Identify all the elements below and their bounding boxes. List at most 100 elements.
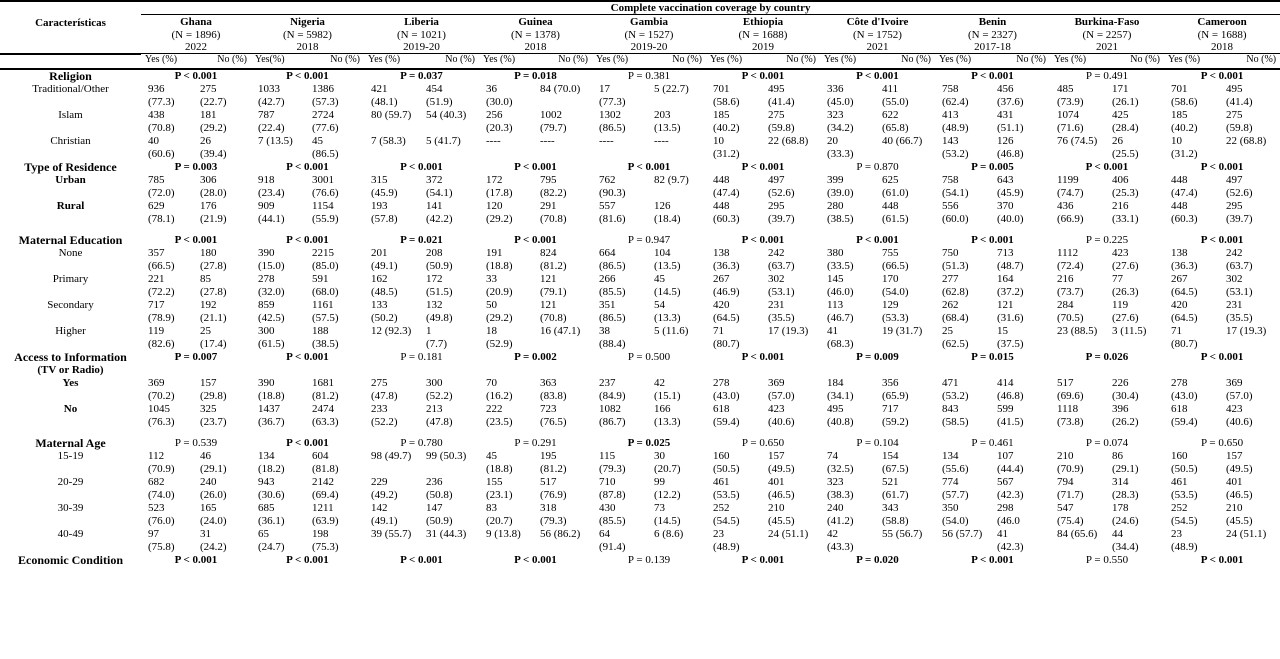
yes-cell: (69.6) [1057,389,1084,402]
no-cell: 517 [540,475,557,488]
yes-cell [1050,541,1108,554]
yes-cell: 252 [713,501,730,514]
no-cell: 298 [997,501,1014,514]
yes-cell: (38.5) [827,212,854,225]
no-cell [878,338,935,351]
row-label [0,416,141,429]
yes-cell [706,364,764,377]
table-row: Yes 369 157 390 1681 275 300 70 363 237 42 278 369 18… [0,377,1280,390]
no-cell: (18.4) [654,212,681,225]
yes-cell: 1112 [1057,246,1079,259]
yes-cell: (91.4) [599,540,626,553]
no-cell: (53.1) [1226,285,1253,298]
no-cell: 497 [768,173,785,186]
row-label: Rural [56,199,85,212]
table-row: (70.8) (29.2) (22.4) (77.6) (20.3) (79.7) (86.… [0,122,1280,135]
no-cell: (70.8) [540,212,567,225]
no-cell: 497 [1226,173,1243,186]
no-cell: (27.6) [1112,311,1139,324]
no-header: No (%) [308,53,364,70]
no-cell: (25.5) [1112,147,1139,160]
p-value: P < 0.001 [400,553,443,566]
yes-header: Yes (%) [1164,53,1222,70]
yes-cell: (55.6) [942,462,969,475]
no-cell: 242 [1226,246,1243,259]
no-cell [650,96,706,109]
yes-cell: (47.8) [371,389,398,402]
yes-cell: (48.9) [713,540,740,553]
yes-cell: 240 [827,501,844,514]
no-cell: 26 [200,134,211,147]
row-label [0,260,141,273]
yes-cell: (62.5) [942,337,969,350]
yes-cell: 701 [1171,82,1188,95]
no-cell: (33.1) [1112,212,1139,225]
yes-cell: 277 [942,272,959,285]
no-cell: 44 [1112,527,1123,540]
no-cell: (51.5) [426,285,453,298]
p-value: P < 0.001 [741,553,785,566]
no-cell: (28.0) [200,186,227,199]
no-cell: (21.9) [200,212,227,225]
no-cell: (28.3) [1112,488,1139,501]
yes-cell: 557 [599,199,616,212]
no-cell: 495 [1226,82,1243,95]
yes-cell: 267 [713,272,730,285]
no-cell: 216 [1112,199,1129,212]
yes-cell: (57.8) [371,212,398,225]
yes-cell: (79.3) [599,462,626,475]
no-cell: 567 [997,475,1014,488]
no-cell: 713 [997,246,1014,259]
no-cell [650,187,706,200]
country-n: (N = 2257) [1082,29,1132,41]
yes-cell: (36.1) [258,514,285,527]
p-value: P = 0.947 [627,233,671,246]
yes-cell: 142 [371,501,388,514]
no-cell: (81.2) [312,389,339,402]
country-year: 2022 [185,41,207,53]
yes-cell: (85.5) [599,514,626,527]
no-cell: 275 [200,82,217,95]
yes-cell: (66.9) [1057,212,1084,225]
yes-cell: (71.7) [1057,488,1084,501]
no-cell: 411 [882,82,899,95]
no-cell [1108,364,1164,377]
row-label: Islam [58,108,83,121]
yes-cell: (46.9) [713,285,740,298]
no-cell: (86.5) [312,147,339,160]
yes-cell: 56 (57.7) [942,527,983,540]
yes-cell: 71 [1171,324,1182,337]
yes-cell: 70 [486,376,497,389]
yes-cell: (30.6) [258,488,285,501]
yes-cell [1050,338,1108,351]
table-title: Complete vaccination coverage by country [141,0,1280,15]
no-cell: (45.5) [1226,514,1253,527]
no-cell: 17 (19.3) [768,324,809,337]
yes-cell: (77.3) [148,95,175,108]
yes-cell [364,463,422,476]
no-cell: (25.3) [1112,186,1139,199]
yes-cell: (46.7) [827,311,854,324]
no-cell: (23.7) [200,415,227,428]
no-cell: (39.7) [1226,212,1253,225]
yes-cell: (49.2) [371,488,398,501]
p-value: P < 0.001 [627,160,671,173]
no-cell [650,541,706,554]
no-cell: (46.8) [997,389,1024,402]
yes-cell: 160 [1171,449,1188,462]
no-cell: 306 [200,173,217,186]
yes-cell: 9 (13.8) [486,527,521,540]
yes-cell: 461 [713,475,730,488]
table-row: 30-39 523 165 685 1211 142 147 83 318 430 73 252 210… [0,502,1280,515]
no-cell [422,541,479,554]
no-cell: 231 [768,298,785,311]
p-value: P = 0.037 [400,69,443,82]
yes-cell: (60.6) [148,147,175,160]
yes-cell: (58.5) [942,415,969,428]
no-cell [308,364,364,377]
table-row: (74.0) (26.0) (30.6) (69.4) (49.2) (50.8) (23.… [0,489,1280,502]
no-header: No (%) [878,53,935,70]
p-value: P = 0.539 [174,436,218,449]
no-cell: (35.5) [768,311,795,324]
yes-cell: (53.5) [713,488,740,501]
